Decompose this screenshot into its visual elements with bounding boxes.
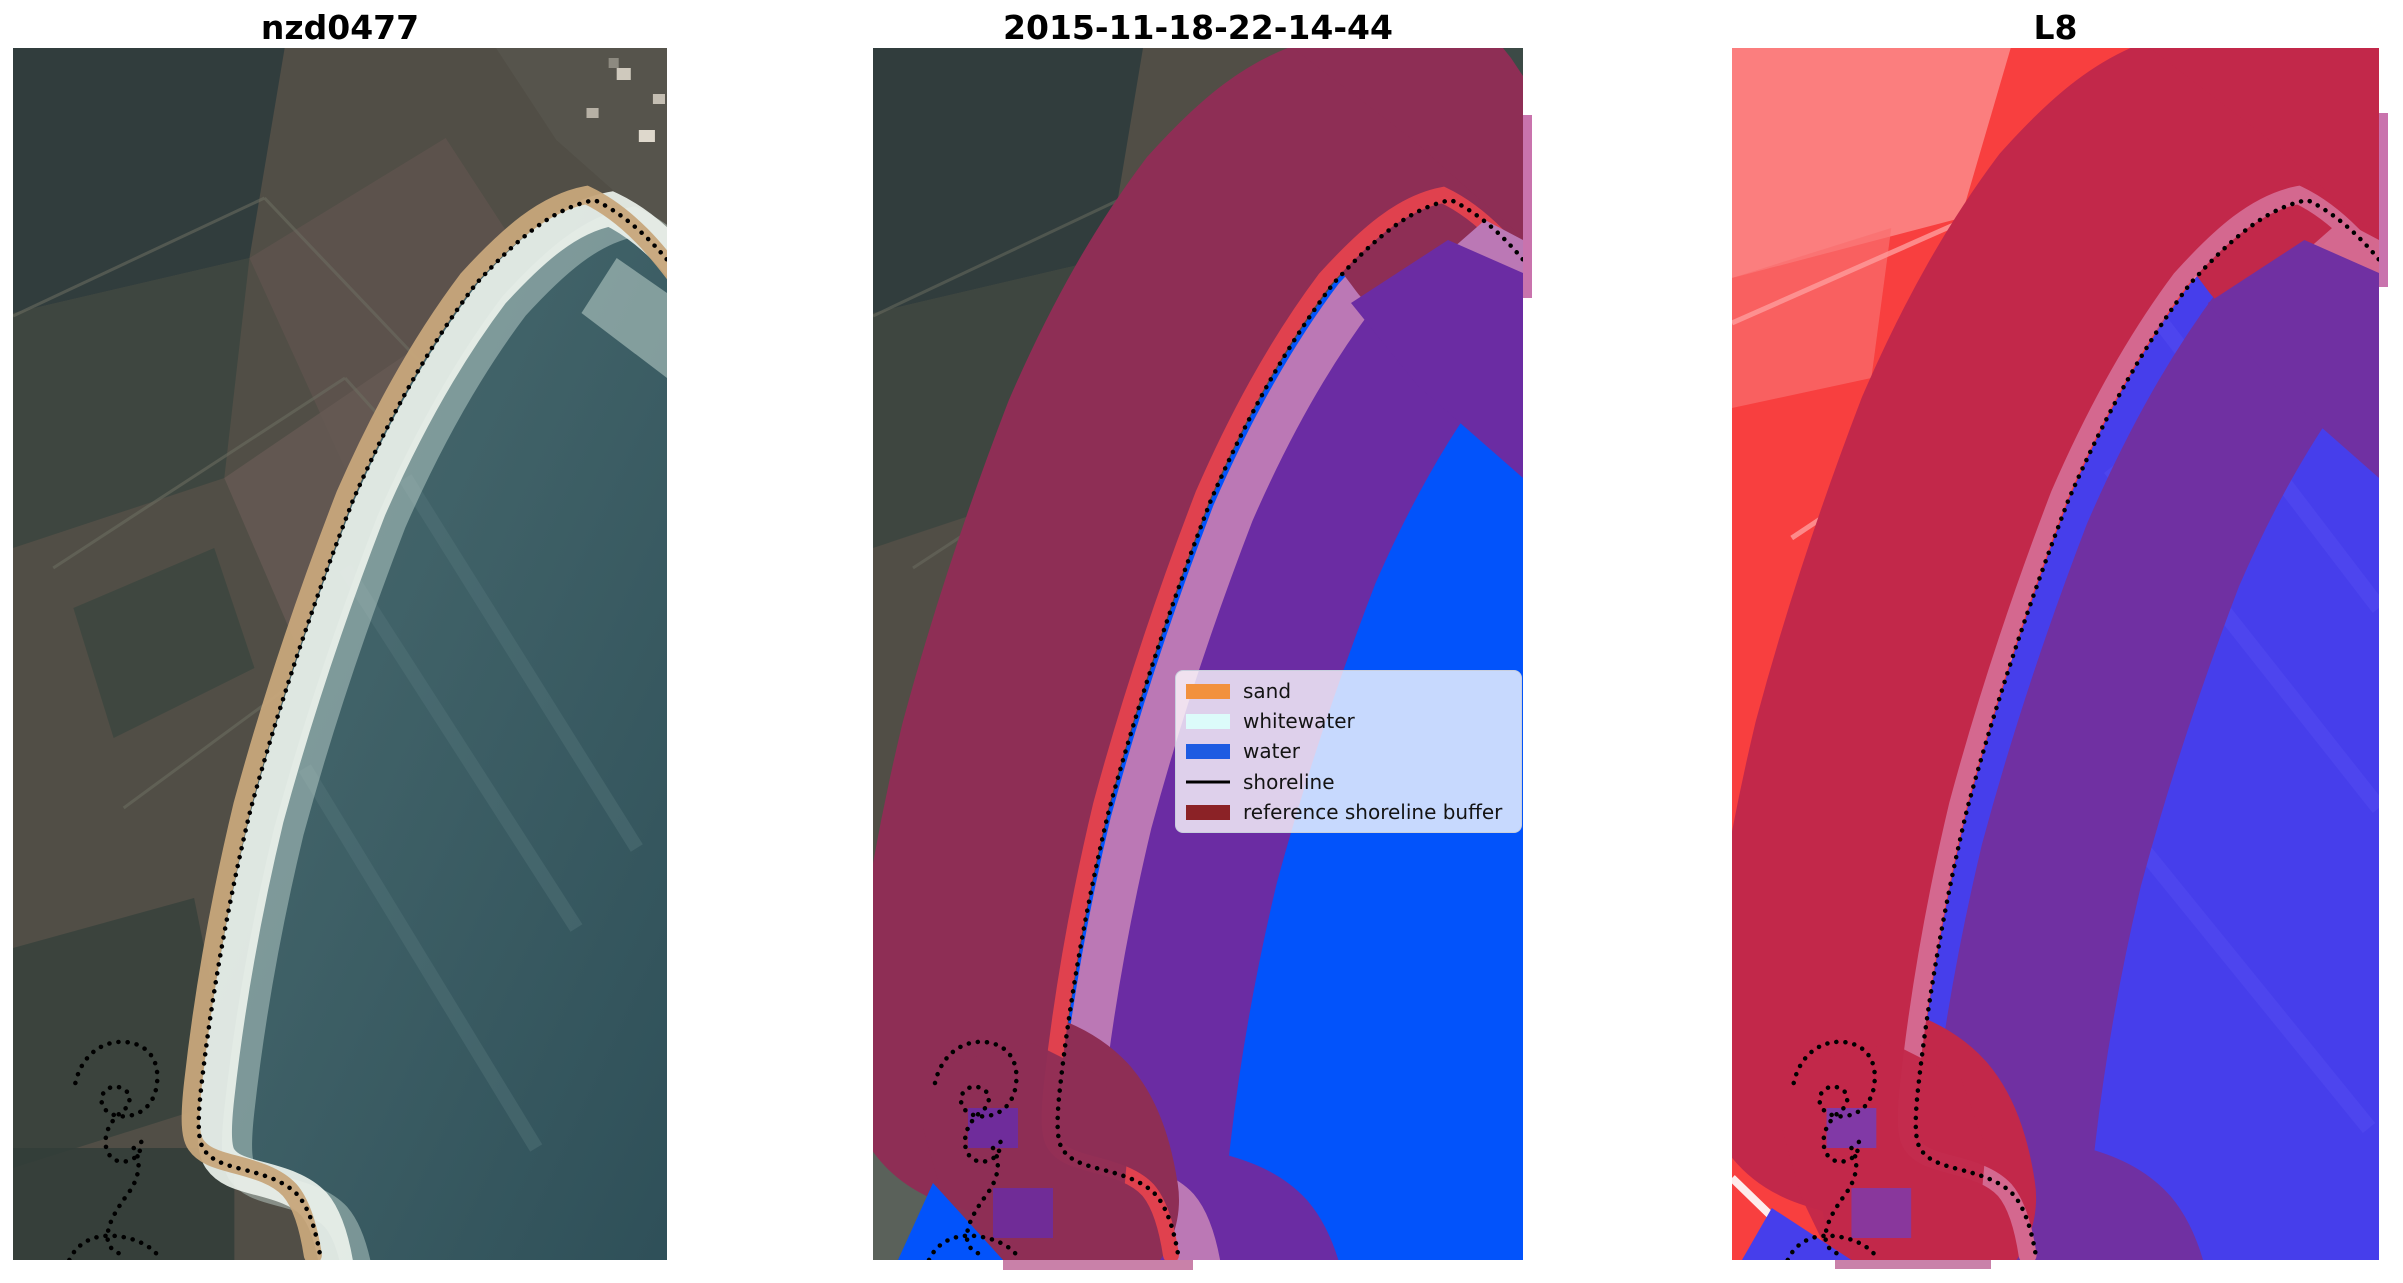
legend-row-water: water [1186, 737, 1511, 765]
panel-rgb-image [13, 48, 667, 1260]
whitewater-patch [1186, 714, 1230, 730]
lagoon-water-patch [1851, 1188, 1912, 1238]
pink-tick [2379, 113, 2388, 287]
panel2-title: 2015-11-18-22-14-44 [1003, 8, 1393, 47]
reference-buffer-top [2150, 48, 2379, 238]
land-bright-patches [1732, 48, 2011, 408]
water-class-wedge [898, 1183, 1003, 1260]
buffer-over-water-top [2207, 240, 2379, 478]
lagoon-water-patch [993, 1188, 1053, 1238]
whitewater-top-sliver [1453, 220, 1523, 276]
buffer-over-water-top [1351, 240, 1523, 478]
reference-buffer-top [1293, 48, 1523, 238]
field-patch [873, 48, 1143, 313]
legend-label-reference-buffer: reference shoreline buffer [1243, 799, 1503, 824]
l8-index-plot [1732, 48, 2379, 1260]
pink-strip [1835, 1260, 1991, 1269]
estuary-dotted-outline [926, 1039, 1022, 1260]
bright-patch [1732, 228, 1892, 408]
sand-swatch [1186, 684, 1230, 700]
reference-buffer-patch [1186, 804, 1230, 820]
shoreline-swatch [1186, 780, 1230, 784]
legend: sand whitewater water shoreline referenc… [1175, 670, 1522, 833]
pink-top-sliver [2309, 220, 2379, 276]
ocean-streaks [298, 474, 643, 1152]
lagoon-buffer-blob [1781, 1043, 1986, 1260]
classification-plot [873, 48, 1523, 1260]
legend-row-whitewater: whitewater [1186, 707, 1511, 735]
whitewater-swatch [1186, 714, 1230, 730]
panel3-bottom-strip [1835, 1260, 1991, 1269]
water-swatch [1186, 744, 1230, 760]
estuary-dotted-outline [1785, 1039, 1880, 1260]
surf-foam-patch [581, 258, 667, 378]
legend-label-whitewater: whitewater [1243, 709, 1355, 734]
lagoon-water-patch [1826, 1108, 1877, 1148]
estuary-dotted-outline [67, 1039, 163, 1260]
field-patch [13, 258, 250, 548]
ocean [198, 200, 667, 1260]
field-patch [13, 1148, 235, 1260]
urban-area [495, 48, 667, 238]
legend-row-sand: sand [1186, 677, 1511, 705]
urban-bright-pixels [586, 58, 665, 142]
panel2-bottom-strip [1003, 1260, 1193, 1270]
legend-label-water: water [1243, 739, 1300, 764]
lagoon-buffer-blob [923, 1043, 1128, 1260]
field-patch [13, 48, 285, 313]
legend-row-reference-buffer: reference shoreline buffer [1186, 798, 1511, 826]
pink-strip [1003, 1260, 1193, 1270]
reference-buffer-swatch [1186, 804, 1230, 820]
lagoon-water-patch [968, 1108, 1018, 1148]
water-patch [1186, 744, 1230, 760]
rgb-satellite-plot [13, 48, 667, 1260]
field-patch [249, 138, 557, 468]
panel-classified-image [873, 48, 1523, 1260]
panel3-title: L8 [2033, 8, 2078, 47]
sand-patch [1186, 684, 1230, 700]
legend-label-shoreline: shoreline [1243, 769, 1335, 794]
land-corner-sliver [1503, 48, 1523, 76]
panel2-right-edge-tick [1523, 115, 1532, 298]
panel1-title: nzd0477 [260, 8, 420, 47]
bright-patch [1732, 48, 2011, 278]
legend-label-sand: sand [1243, 679, 1292, 704]
pink-tick [1523, 115, 1532, 298]
panel-l8-index-image [1732, 48, 2379, 1260]
field-patch [13, 898, 235, 1168]
panel3-right-edge-tick [2379, 113, 2388, 287]
legend-row-shoreline: shoreline [1186, 768, 1511, 796]
water-index-wedge [1741, 1208, 1852, 1260]
